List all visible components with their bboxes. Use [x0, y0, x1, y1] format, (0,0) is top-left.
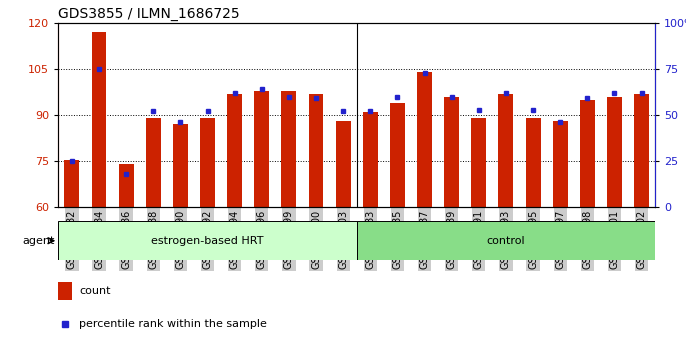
Bar — [58, 282, 72, 300]
Bar — [634, 93, 649, 207]
Bar — [390, 103, 405, 207]
Text: agent: agent — [23, 236, 55, 246]
Text: control: control — [486, 236, 525, 246]
Text: estrogen-based HRT: estrogen-based HRT — [152, 236, 263, 246]
Bar — [309, 93, 324, 207]
Bar — [281, 91, 296, 207]
Bar — [607, 97, 622, 207]
Text: count: count — [79, 286, 110, 296]
Bar — [357, 221, 655, 260]
Bar — [335, 121, 351, 207]
Bar — [58, 221, 357, 260]
Bar — [553, 121, 567, 207]
Bar — [363, 112, 378, 207]
Bar — [445, 97, 459, 207]
Bar — [227, 93, 242, 207]
Text: percentile rank within the sample: percentile rank within the sample — [79, 319, 267, 329]
Bar — [580, 100, 595, 207]
Bar — [91, 32, 106, 207]
Bar — [146, 118, 161, 207]
Bar — [173, 124, 188, 207]
Bar — [525, 118, 541, 207]
Bar — [64, 160, 80, 207]
Bar — [471, 118, 486, 207]
Bar — [417, 72, 432, 207]
Text: GDS3855 / ILMN_1686725: GDS3855 / ILMN_1686725 — [58, 7, 240, 21]
Bar — [119, 164, 134, 207]
Bar — [200, 118, 215, 207]
Bar — [255, 91, 269, 207]
Bar — [499, 93, 513, 207]
